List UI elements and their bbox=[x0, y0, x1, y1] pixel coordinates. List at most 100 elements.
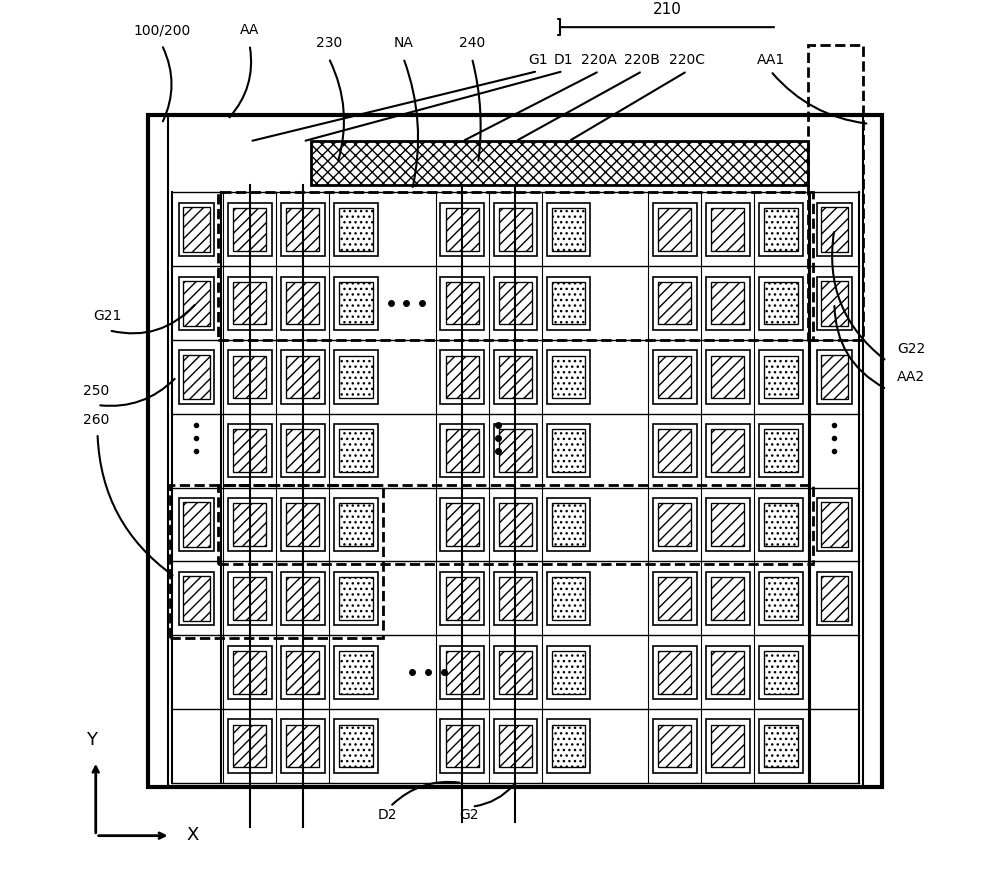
Bar bbox=[334, 424, 378, 477]
Bar bbox=[183, 281, 210, 325]
Bar bbox=[183, 207, 210, 252]
Bar bbox=[281, 202, 325, 255]
Bar bbox=[653, 424, 697, 477]
Bar bbox=[547, 277, 590, 330]
Bar bbox=[817, 202, 852, 255]
Bar bbox=[228, 498, 272, 551]
Bar bbox=[817, 350, 852, 403]
Bar bbox=[653, 645, 697, 698]
Bar bbox=[808, 45, 863, 340]
Bar bbox=[821, 502, 848, 547]
Bar bbox=[228, 350, 272, 403]
Text: 220A: 220A bbox=[581, 53, 617, 67]
Bar bbox=[759, 720, 803, 773]
Bar bbox=[339, 725, 373, 767]
Bar bbox=[658, 208, 691, 251]
Bar bbox=[764, 355, 798, 399]
Bar bbox=[286, 503, 319, 546]
Bar bbox=[440, 424, 484, 477]
Bar bbox=[821, 576, 848, 621]
Bar bbox=[711, 651, 744, 694]
Bar bbox=[183, 354, 210, 400]
Bar bbox=[552, 355, 585, 399]
Bar bbox=[286, 577, 319, 620]
Bar bbox=[286, 430, 319, 472]
Bar bbox=[183, 502, 210, 547]
Bar bbox=[339, 282, 373, 324]
Text: G22: G22 bbox=[897, 342, 925, 356]
Bar bbox=[286, 355, 319, 399]
Bar bbox=[547, 720, 590, 773]
Bar bbox=[440, 202, 484, 255]
Bar bbox=[446, 651, 479, 694]
Bar bbox=[711, 282, 744, 324]
Bar bbox=[759, 572, 803, 625]
Bar bbox=[547, 498, 590, 551]
Bar bbox=[764, 725, 798, 767]
Bar bbox=[179, 572, 214, 625]
Bar bbox=[281, 350, 325, 403]
Bar bbox=[334, 645, 378, 698]
Bar bbox=[170, 485, 383, 638]
Bar bbox=[499, 651, 532, 694]
Bar bbox=[446, 725, 479, 767]
Bar bbox=[658, 725, 691, 767]
Bar bbox=[179, 350, 214, 403]
Bar bbox=[286, 282, 319, 324]
Text: 260: 260 bbox=[83, 413, 109, 426]
Bar bbox=[759, 350, 803, 403]
Bar bbox=[311, 141, 808, 186]
Bar bbox=[653, 720, 697, 773]
Bar bbox=[817, 277, 852, 330]
Bar bbox=[281, 424, 325, 477]
Bar bbox=[148, 115, 882, 788]
Text: Y: Y bbox=[86, 731, 97, 749]
Bar bbox=[547, 572, 590, 625]
Bar bbox=[552, 725, 585, 767]
Bar bbox=[706, 424, 750, 477]
Bar bbox=[764, 282, 798, 324]
Bar bbox=[706, 498, 750, 551]
Bar bbox=[446, 282, 479, 324]
Text: AA1: AA1 bbox=[757, 53, 785, 67]
Bar bbox=[706, 720, 750, 773]
Bar bbox=[552, 430, 585, 472]
Bar bbox=[494, 720, 537, 773]
Bar bbox=[552, 651, 585, 694]
Bar bbox=[334, 572, 378, 625]
Bar bbox=[440, 277, 484, 330]
Bar bbox=[547, 202, 590, 255]
Text: G21: G21 bbox=[93, 309, 121, 323]
Bar bbox=[281, 277, 325, 330]
Bar bbox=[334, 720, 378, 773]
Bar bbox=[658, 577, 691, 620]
Bar bbox=[706, 645, 750, 698]
Bar bbox=[821, 207, 848, 252]
Text: 250: 250 bbox=[83, 385, 109, 399]
Bar bbox=[711, 355, 744, 399]
Text: G1: G1 bbox=[528, 53, 548, 67]
Bar bbox=[711, 208, 744, 251]
Bar bbox=[706, 277, 750, 330]
Bar bbox=[228, 277, 272, 330]
Bar bbox=[339, 355, 373, 399]
Bar bbox=[286, 725, 319, 767]
Bar bbox=[228, 424, 272, 477]
Bar bbox=[494, 202, 537, 255]
Bar bbox=[706, 572, 750, 625]
Bar bbox=[552, 503, 585, 546]
Bar bbox=[759, 277, 803, 330]
Bar bbox=[446, 208, 479, 251]
Bar bbox=[233, 282, 266, 324]
Bar bbox=[218, 193, 813, 340]
Bar bbox=[233, 577, 266, 620]
Bar bbox=[179, 498, 214, 551]
Bar bbox=[658, 430, 691, 472]
Bar bbox=[440, 498, 484, 551]
Bar bbox=[281, 720, 325, 773]
Bar bbox=[446, 430, 479, 472]
Bar bbox=[339, 208, 373, 251]
Bar bbox=[228, 720, 272, 773]
Bar bbox=[228, 645, 272, 698]
Bar bbox=[440, 645, 484, 698]
